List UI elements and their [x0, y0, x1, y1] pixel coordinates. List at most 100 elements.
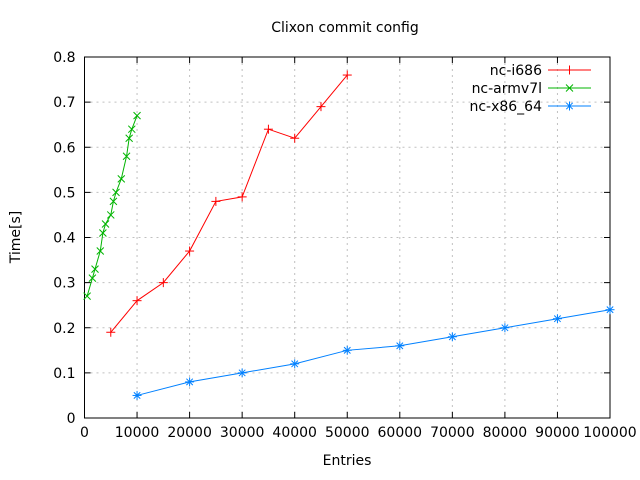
legend-sample [548, 84, 591, 92]
series-line [110, 74, 348, 333]
x-tick-label: 20000 [167, 425, 212, 441]
asterisk-marker [237, 368, 247, 378]
x-tick-label: 70000 [430, 425, 475, 441]
y-tick-label: 0.6 [53, 140, 75, 156]
legend-item: nc-i686 [490, 63, 591, 79]
marker-stroke [565, 84, 574, 92]
series-line [86, 115, 138, 297]
marker-stroke [101, 220, 110, 228]
cross-marker [133, 111, 141, 120]
asterisk-marker [552, 314, 562, 324]
y-tick-labels: 0 0.1 0.2 0.3 0.4 0.5 0.6 0.7 0.8 [53, 50, 75, 427]
cross-marker [96, 247, 105, 255]
legend-sample [548, 65, 591, 75]
y-tick-label: 0.8 [53, 50, 75, 66]
marker-stroke [396, 342, 404, 350]
legend-sample [548, 101, 591, 111]
plus-marker [316, 102, 326, 112]
cross-marker [101, 220, 110, 228]
marker-stroke [112, 188, 120, 197]
plus-marker [185, 246, 195, 256]
plus-marker [132, 296, 142, 306]
marker-stroke [133, 111, 141, 120]
series-nc-i686 [106, 70, 352, 337]
x-tick-label: 30000 [220, 425, 265, 441]
legend-item: nc-x86_64 [469, 99, 591, 115]
plus-marker [290, 133, 300, 143]
asterisk-marker [395, 341, 405, 351]
asterisk-marker [185, 377, 195, 387]
cross-marker [127, 125, 136, 134]
y-tick-label: 0.7 [53, 95, 75, 111]
y-tick-label: 0.1 [53, 366, 75, 382]
marker-stroke [122, 152, 131, 161]
x-tick-label: 60000 [378, 425, 423, 441]
plus-marker [158, 278, 168, 288]
plus-marker [263, 124, 273, 134]
asterisk-marker [342, 345, 352, 355]
cross-marker [99, 229, 107, 237]
x-tick-label: 40000 [272, 425, 317, 441]
marker-stroke [127, 125, 136, 134]
marker-stroke [343, 346, 351, 354]
cross-marker [117, 174, 126, 183]
marker-stroke [106, 211, 115, 219]
marker-stroke [133, 391, 141, 399]
cross-marker [565, 84, 574, 92]
marker-stroke [553, 315, 562, 323]
asterisk-marker [447, 332, 457, 342]
y-axis-label: Time[s] [8, 210, 24, 264]
plus-marker [106, 327, 116, 337]
plot-border [84, 56, 611, 419]
x-tick-label: 50000 [325, 425, 370, 441]
marker-stroke [186, 378, 194, 386]
marker-stroke [88, 274, 97, 282]
marker-stroke [96, 247, 105, 255]
legend: nc-i686 nc-armv7l nc-x86_64 [469, 63, 591, 115]
x-tick-labels: 0 10000 20000 30000 40000 50000 60000 70000 8000… [80, 425, 637, 441]
plus-marker [342, 70, 352, 80]
legend-label: nc-i686 [490, 63, 542, 79]
asterisk-marker [605, 305, 615, 315]
x-tick-label: 100000 [583, 425, 636, 441]
asterisk-marker [290, 359, 300, 369]
plus-marker [565, 65, 574, 75]
cross-marker [91, 265, 99, 273]
y-tick-label: 0.2 [53, 321, 75, 337]
marker-stroke [565, 102, 574, 110]
asterisk-marker [500, 323, 510, 333]
series-nc-armv7l [83, 111, 141, 301]
x-tick-label: 90000 [535, 425, 580, 441]
x-tick-label: 0 [80, 425, 89, 441]
y-tick-label: 0.4 [53, 231, 75, 247]
cross-marker [88, 274, 97, 282]
plus-marker [211, 196, 221, 206]
asterisk-marker [132, 390, 142, 400]
cross-marker [112, 188, 120, 197]
plus-marker [237, 192, 247, 202]
marker-stroke [501, 324, 509, 332]
asterisk-marker [565, 101, 574, 111]
marker-stroke [291, 360, 299, 368]
series-nc-x86_64 [132, 305, 615, 400]
marker-stroke [91, 265, 99, 273]
legend-label: nc-armv7l [472, 81, 542, 97]
marker-stroke [448, 333, 456, 341]
x-axis-label: Entries [322, 453, 372, 469]
x-tick-label: 80000 [483, 425, 528, 441]
cross-marker [83, 292, 91, 301]
marker-stroke [99, 229, 107, 237]
cross-marker [106, 211, 115, 219]
marker-stroke [606, 306, 614, 314]
marker-stroke [125, 134, 134, 143]
marker-stroke [109, 197, 118, 206]
marker-stroke [238, 369, 246, 377]
axis-ticks [84, 56, 611, 419]
marker-stroke [83, 292, 91, 301]
cross-marker [125, 134, 134, 143]
x-tick-label: 10000 [115, 425, 160, 441]
legend-label: nc-x86_64 [469, 99, 542, 115]
y-tick-label: 0 [67, 411, 76, 427]
